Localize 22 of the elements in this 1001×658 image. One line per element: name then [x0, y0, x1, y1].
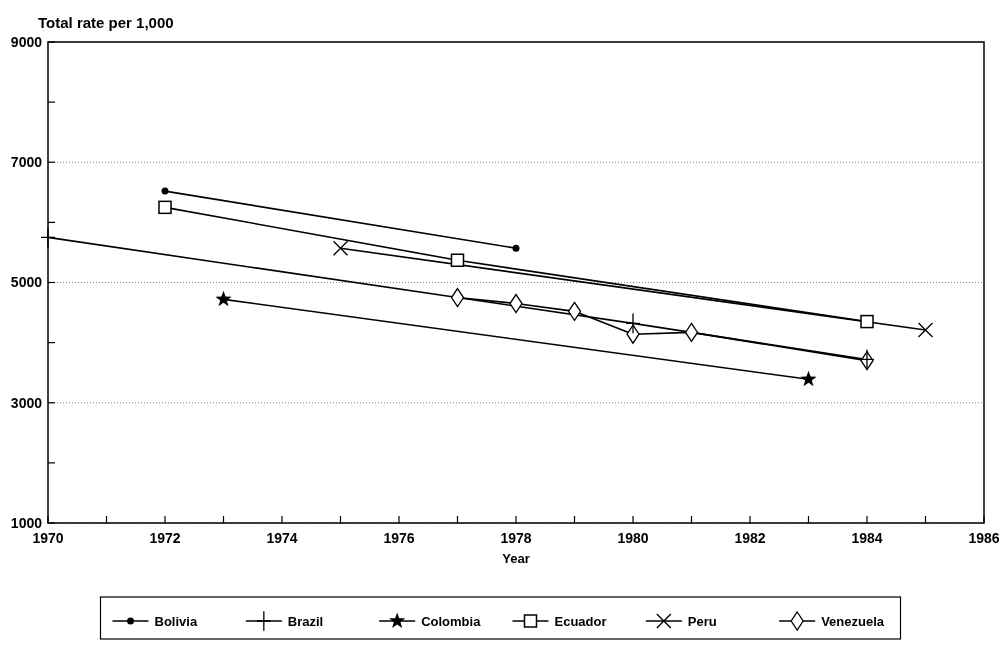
x-tick-label: 1970 [32, 530, 64, 546]
x-tick-label: 1982 [734, 530, 766, 546]
y-axis-title: Total rate per 1,000 [38, 14, 174, 31]
y-tick-label: 9000 [10, 33, 43, 50]
x-tick-label: 1980 [617, 530, 649, 546]
legend-label: Peru [687, 613, 717, 629]
legend-label: Brazil [287, 613, 324, 629]
legend-label: Venezuela [821, 613, 885, 629]
legend-label: Bolivia [154, 613, 198, 629]
x-tick-label: 1976 [383, 530, 415, 546]
x-tick-label: 1978 [500, 530, 532, 546]
x-tick-label: 1984 [851, 530, 883, 546]
y-tick-label: 5000 [10, 274, 43, 291]
y-tick-label: 1000 [10, 514, 43, 531]
x-tick-label: 1972 [149, 530, 181, 546]
y-tick-label: 7000 [10, 154, 43, 171]
x-axis-title: Year [502, 551, 530, 566]
y-tick-label: 3000 [10, 394, 43, 411]
legend-label: Colombia [421, 613, 482, 629]
x-tick-label: 1986 [968, 530, 1000, 546]
x-tick-label: 1974 [266, 530, 298, 546]
legend-label: Ecuador [554, 613, 607, 629]
